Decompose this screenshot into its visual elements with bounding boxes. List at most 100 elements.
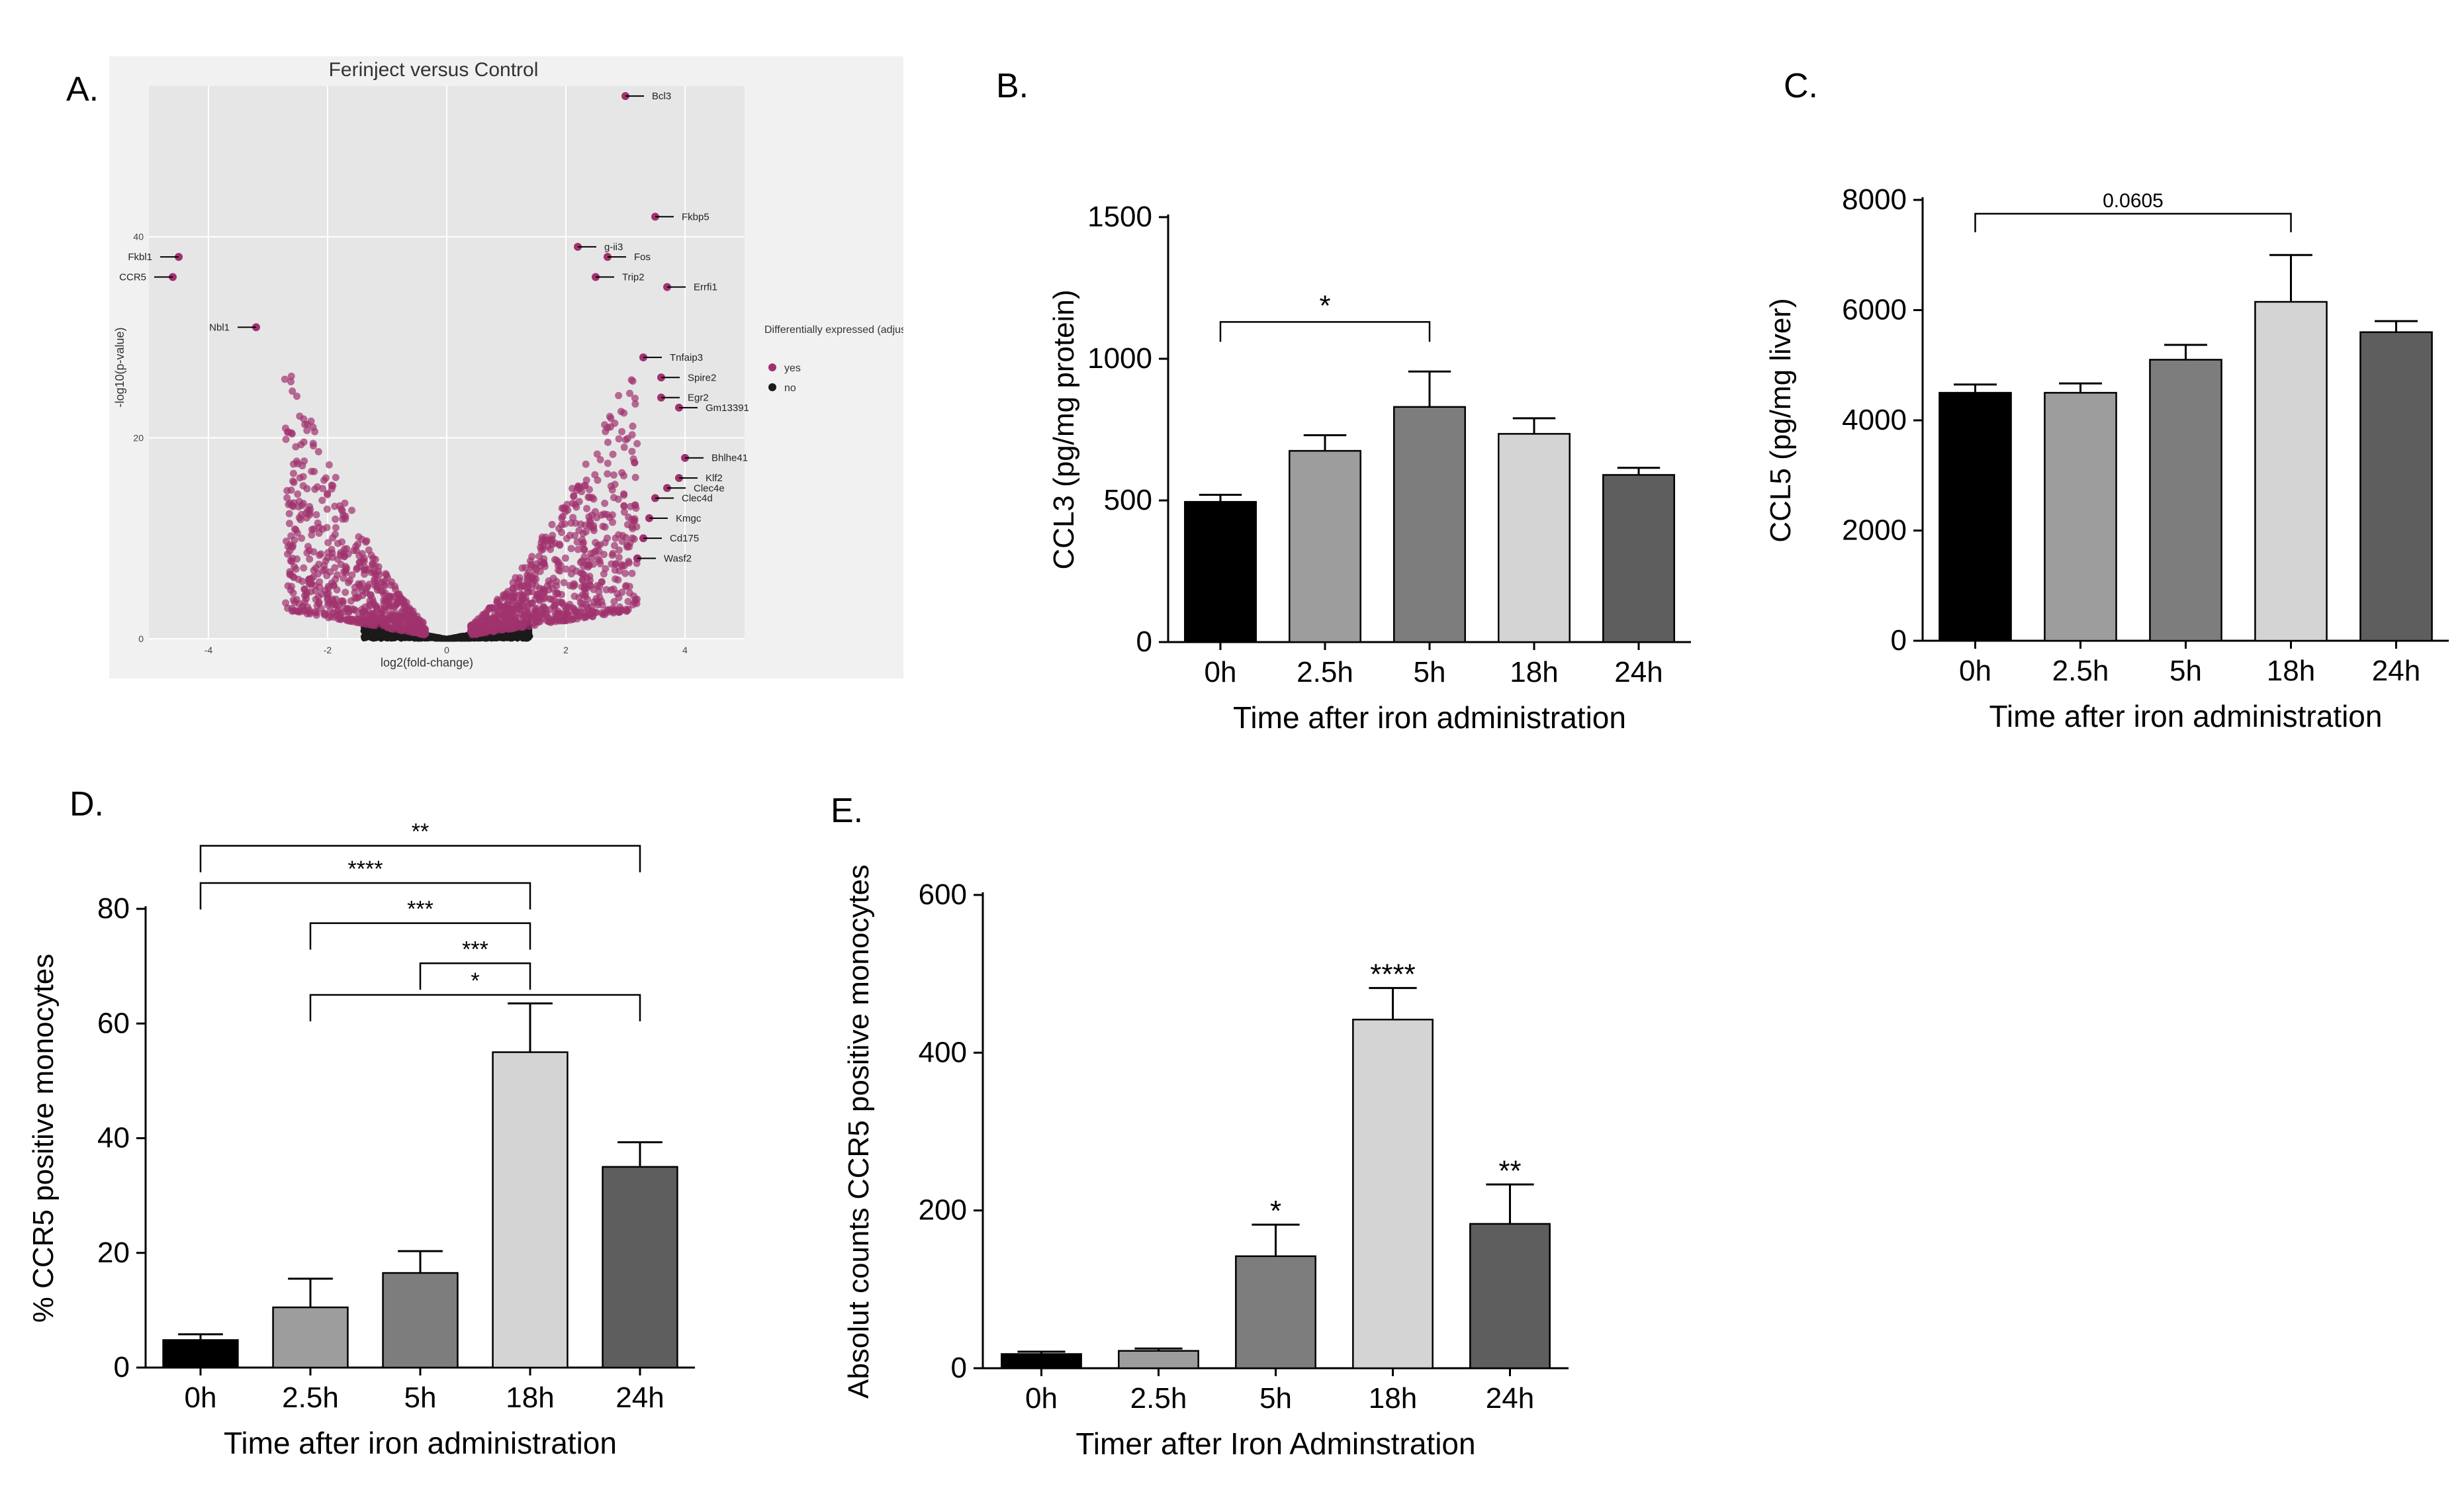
volcano-point-de [289,477,297,485]
volcano-point-de [602,586,610,594]
ccr5-pct-bar [492,1051,569,1369]
volcano-gene-label: Nbl1 [209,322,230,333]
volcano-gene-label: Tnfaip3 [670,352,703,363]
volcano-point-de [293,555,301,563]
volcano-gene-label: Fkbl1 [128,252,152,263]
volcano-point-de [324,584,332,592]
volcano-point-de [610,598,618,606]
volcano-point-ns [362,634,369,641]
volcano-point-de [419,626,427,633]
volcano-point-de [332,515,340,523]
volcano-point-de [629,422,637,430]
ccr5-pct-bar [162,1339,239,1369]
ccr5-pct-bar [272,1306,349,1369]
volcano-point-de [299,473,307,481]
volcano-xtick-label: 0 [444,645,449,655]
ccl3-ytick-label: 0 [1136,626,1152,658]
volcano-legend: Differentially expressed (adjusted P<0.0… [764,324,903,394]
volcano-point-de [298,577,306,585]
ccl3-xtick-label: 18h [1510,656,1558,688]
volcano-point-ns [377,631,384,638]
volcano-point-de [609,549,617,557]
volcano-point-de [316,578,324,586]
volcano-point-de [323,505,331,513]
volcano-gene-label: Gm13391 [706,402,749,414]
volcano-gene-label: Wasf2 [664,553,692,565]
volcano-point-de [285,520,293,528]
volcano-point-de [343,545,351,553]
volcano-ytick-label: 20 [133,432,144,443]
panel-label-d: D. [69,785,104,823]
ccl5-bar [1939,392,2012,642]
volcano-point-de [358,549,366,557]
ccl5-significance-bracket [1974,212,2292,232]
volcano-point-de [628,569,636,577]
volcano-point-de [545,586,553,594]
volcano-point-de [500,605,508,613]
ccl3-xtick-label: 2.5h [1297,656,1353,688]
volcano-point-de [285,510,293,518]
volcano-point-de [611,419,619,427]
volcano-point-de [496,596,504,604]
ccr5-pct-significance-label: **** [348,857,383,882]
volcano-point-de [303,549,311,557]
volcano-point-de [618,428,626,436]
volcano-point-de [604,470,612,478]
volcano-point-de [337,549,345,557]
ccr5-pct-ytick-label: 60 [97,1007,130,1039]
ccr5-pct-significance-label: *** [407,897,433,922]
volcano-point-de [328,579,336,587]
ccr5-abs-xtick-label: 2.5h [1130,1382,1187,1415]
volcano-point-de [287,378,295,386]
volcano-gene-label: Egr2 [688,393,709,404]
volcano-point-de [589,524,597,532]
volcano-point-de [558,514,566,522]
volcano-point-de [316,583,324,591]
volcano-point-de [369,618,377,626]
volcano-point-de [364,607,372,615]
volcano-point-de [324,489,332,497]
volcano-point-de [516,591,524,599]
volcano-ylabel: -log10(p-value) [113,327,126,407]
volcano-point-de [332,524,340,532]
volcano-point-de [629,601,637,609]
ccl3-bar [1602,474,1675,643]
volcano-point-de [410,626,418,633]
volcano-point-de [601,523,609,531]
volcano-point-de [595,547,603,555]
volcano-point-de [596,455,604,463]
panel-label-e: E. [831,792,864,830]
volcano-point-de [608,511,616,519]
volcano-point-de [593,450,601,458]
volcano-point-de [320,477,328,485]
ccr5-abs-ytick-label: 600 [919,878,967,911]
volcano-point-de [300,438,308,446]
volcano-point-de [578,600,586,608]
volcano-point-de [292,565,300,573]
volcano-point-de [553,557,561,565]
volcano-point-de [310,467,318,475]
volcano-gene-label: Trip2 [622,271,645,283]
volcano-point-de [490,615,498,623]
ccl3-significance-label: * [1319,289,1330,322]
volcano-point-de [338,597,345,605]
volcano-point-de [547,580,555,588]
volcano-point-de [604,459,612,467]
volcano-point-de [342,515,349,523]
volcano-point-de [548,520,556,528]
volcano-point-de [382,570,390,578]
volcano-point-de [371,575,379,583]
volcano-point-de [283,487,291,494]
ccl5-bar [2044,392,2117,642]
volcano-point-de [523,584,531,592]
volcano-xtick-label: -4 [205,645,213,655]
volcano-point-de [287,372,295,380]
volcano-point-de [512,606,520,614]
volcano-point-de [616,608,623,616]
volcano-point-de [580,614,588,622]
volcano-point-de [540,559,548,567]
volcano-point-de [527,599,535,607]
ccr5-pct-xtick-label: 2.5h [282,1381,339,1414]
volcano-point-de [617,408,625,416]
ccr5-pct-xtick-label: 18h [506,1381,554,1414]
